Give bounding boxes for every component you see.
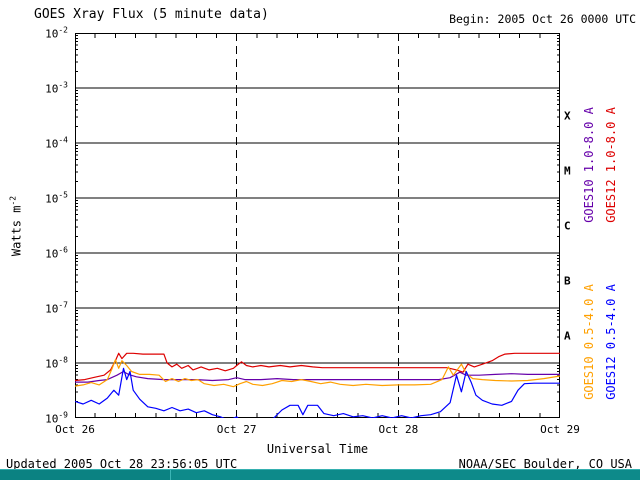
- credit: NOAA/SEC Boulder, CO USA: [458, 457, 632, 471]
- x-tick-labels: Oct 26 Oct 27 Oct 28 Oct 29: [0, 423, 640, 437]
- plot-area: [75, 33, 560, 418]
- y-tick-label: 10-5: [45, 190, 68, 206]
- x-tick-label: Oct 28: [378, 423, 419, 436]
- y-tick-label: 10-2: [45, 25, 68, 41]
- y-tick-label: 10-7: [45, 300, 68, 316]
- begin-timestamp: Begin: 2005 Oct 26 0000 UTC: [449, 12, 636, 26]
- x-tick-label: Oct 27: [216, 423, 257, 436]
- flare-class-label: M: [564, 164, 571, 177]
- series-label-goes12-short: GOES12 0.5-4.0 A: [604, 284, 618, 400]
- plot-title: GOES Xray Flux (5 minute data): [34, 7, 269, 22]
- y-tick-labels: 10-2 10-3 10-4 10-5 10-6 10-7 10-8 10-9: [18, 26, 70, 426]
- y-tick-label: 10-9: [45, 410, 68, 426]
- taskbar-segment: [0, 470, 171, 480]
- flare-class-label: C: [564, 219, 571, 232]
- flare-class-labels: X M C B A: [562, 33, 576, 418]
- updated-timestamp: Updated 2005 Oct 28 23:56:05 UTC: [6, 457, 238, 471]
- x-tick-label: Oct 26: [55, 423, 95, 436]
- y-tick-label: 10-6: [45, 245, 68, 261]
- flare-class-label: A: [564, 329, 571, 342]
- flare-class-label: B: [564, 274, 571, 287]
- flare-class-label: X: [564, 109, 571, 122]
- taskbar-strip: [0, 469, 640, 480]
- y-tick-label: 10-3: [45, 80, 68, 96]
- x-axis-title: Universal Time: [266, 442, 369, 456]
- y-tick-label: 10-4: [45, 135, 68, 151]
- series-label-goes10-short: GOES10 0.5-4.0 A: [582, 284, 596, 400]
- series-label-goes12-long: GOES12 1.0-8.0 A: [604, 107, 618, 223]
- x-tick-label: Oct 29: [540, 423, 580, 436]
- y-tick-label: 10-8: [45, 355, 68, 371]
- series-label-goes10-long: GOES10 1.0-8.0 A: [582, 107, 596, 223]
